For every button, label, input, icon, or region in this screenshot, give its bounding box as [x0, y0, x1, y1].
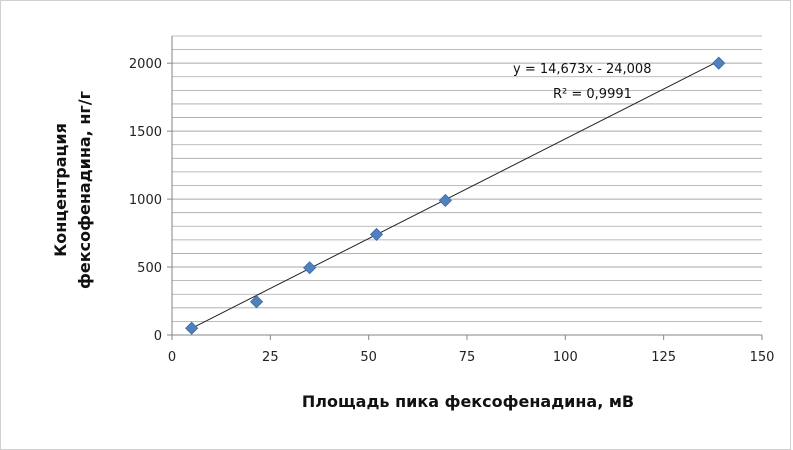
- y-tick-label: 2000: [129, 57, 162, 72]
- x-tick-label: 75: [459, 350, 476, 365]
- point-layer: [185, 56, 726, 335]
- y-tick-label: 0: [154, 329, 162, 344]
- y-tick-label: 1000: [129, 193, 162, 208]
- data-point: [185, 321, 199, 335]
- data-point: [438, 193, 452, 208]
- x-tick-label: 100: [553, 350, 578, 365]
- label-layer: 0 500 1000 1500 2000 0 25 50 75 100 125 150: [129, 57, 775, 365]
- x-tick-label: 125: [651, 350, 676, 365]
- y-axis-title-line-2: фексофенадина, нг/г: [75, 91, 94, 289]
- data-point: [712, 56, 726, 70]
- x-tick-label: 0: [168, 350, 176, 365]
- grid-layer: [172, 35, 762, 322]
- data-point: [369, 227, 384, 241]
- y-axis-title-line-1: Концентрация: [51, 123, 70, 257]
- x-tick-label: 150: [750, 350, 775, 365]
- x-axis-title: Площадь пика фексофенадина, мВ: [302, 392, 634, 411]
- x-tick-label: 50: [360, 350, 377, 365]
- data-point: [303, 261, 317, 275]
- y-tick-label: 1500: [129, 125, 162, 140]
- x-tick-label: 25: [262, 350, 279, 365]
- data-point: [250, 295, 264, 309]
- trendline-layer: [187, 60, 719, 331]
- y-tick-label: 500: [137, 261, 162, 276]
- trendline-r-squared: R² = 0,9991: [553, 87, 632, 102]
- trendline: [187, 60, 719, 331]
- trendline-equation: y = 14,673x - 24,008: [513, 62, 651, 77]
- axis-layer: [167, 36, 763, 340]
